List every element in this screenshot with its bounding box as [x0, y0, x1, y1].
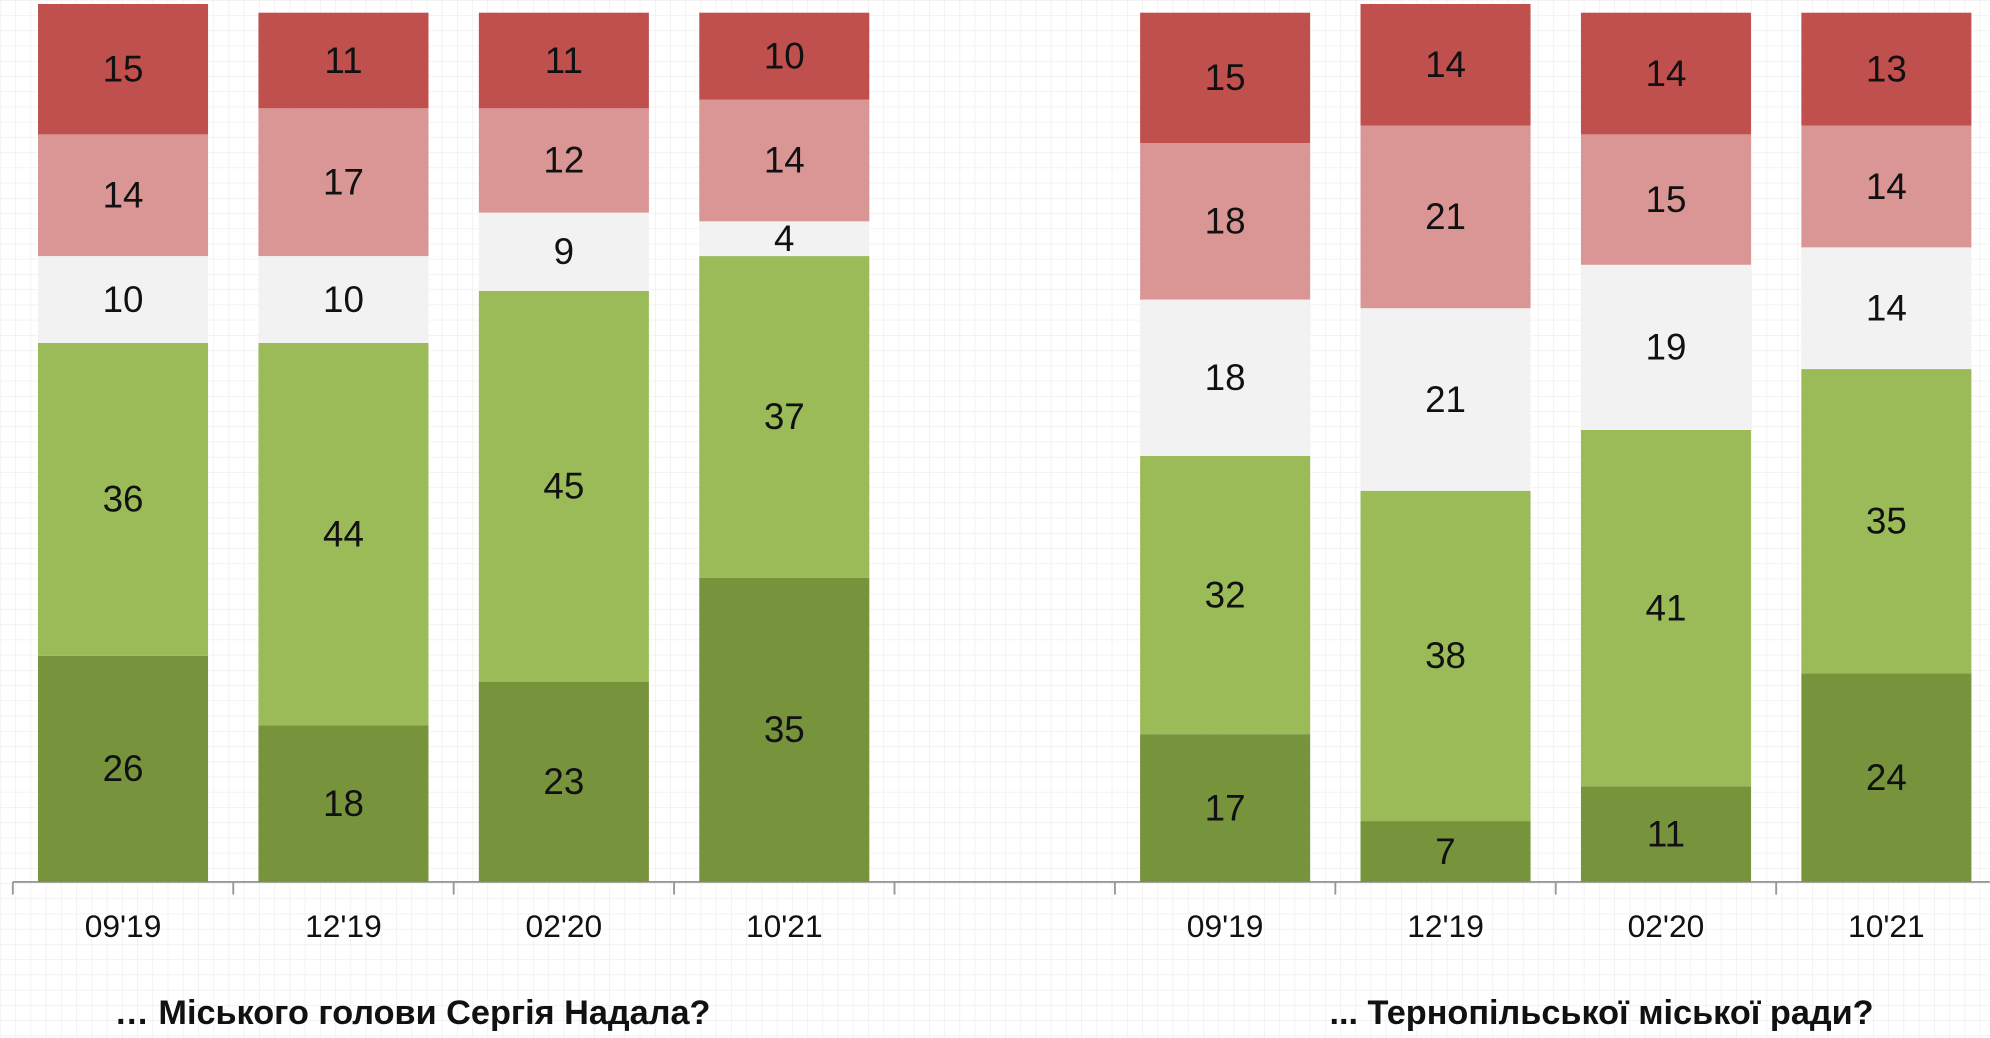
bar-segment: [1801, 673, 1972, 882]
bar-segment: [1801, 369, 1972, 674]
bar-segment: [1801, 125, 1972, 248]
data-label: 14: [1866, 287, 1907, 328]
data-label: 44: [323, 513, 364, 554]
data-label: 11: [324, 40, 362, 81]
bar-segment: [1360, 490, 1531, 822]
x-tick-label: 02'20: [526, 908, 603, 944]
data-label: 21: [1425, 379, 1466, 420]
data-label: 12: [543, 140, 584, 181]
data-label: 45: [543, 466, 584, 507]
data-label: 36: [103, 479, 144, 520]
bar-segment: [1580, 786, 1751, 882]
data-label: 18: [1205, 201, 1246, 242]
x-tick-label: 12'19: [1407, 908, 1484, 944]
bar-segment: [1140, 455, 1311, 735]
data-label: 14: [1645, 53, 1686, 94]
data-label: 17: [323, 161, 364, 202]
bar-segment: [1580, 429, 1751, 787]
data-label: 10: [323, 279, 364, 320]
data-label: 9: [554, 231, 574, 272]
bar-segment: [1801, 12, 1972, 126]
bar-segment: [699, 256, 870, 578]
bar-segment: [38, 342, 209, 656]
bar-segment: [699, 577, 870, 882]
group-label: … Міського голови Сергія Надала?: [115, 994, 711, 1032]
bar-segment: [1140, 734, 1311, 882]
x-tick-label: 12'19: [305, 908, 382, 944]
bar-segment: [478, 290, 649, 682]
bar-segment: [1580, 134, 1751, 265]
data-label: 13: [1866, 48, 1907, 89]
data-label: 14: [1425, 44, 1466, 85]
bar-segment: [478, 212, 649, 291]
x-tick-label: 09'19: [85, 908, 162, 944]
data-label: 11: [545, 40, 583, 81]
data-label: 14: [764, 140, 805, 181]
bar-segment: [258, 108, 429, 257]
bar-segment: [38, 3, 209, 135]
bar-segment: [699, 99, 870, 222]
data-label: 10: [103, 279, 144, 320]
x-tick-label: 09'19: [1187, 908, 1264, 944]
bar-segment: [1360, 308, 1531, 491]
bar-segment: [1580, 12, 1751, 135]
data-label: 23: [543, 761, 584, 802]
bar-segment: [478, 12, 649, 109]
bar-segment: [258, 342, 429, 726]
bar-segment: [258, 256, 429, 343]
bar-segment: [258, 12, 429, 109]
bar-segment: [699, 221, 870, 257]
bar-segment: [1140, 143, 1311, 300]
bar-segment: [1140, 299, 1311, 456]
data-label: 17: [1205, 787, 1246, 828]
data-label: 26: [103, 748, 144, 789]
x-tick-label: 10'21: [1848, 908, 1925, 944]
bar-segment: [38, 256, 209, 343]
data-label: 35: [1866, 500, 1907, 541]
data-label: 38: [1425, 635, 1466, 676]
bar-segment: [1140, 12, 1311, 144]
data-label: 18: [1205, 357, 1246, 398]
data-label: 35: [764, 709, 805, 750]
data-label: 10: [764, 35, 805, 76]
bar-segment: [38, 134, 209, 257]
data-label: 24: [1866, 757, 1907, 798]
x-tick-label: 02'20: [1628, 908, 1705, 944]
data-label: 15: [1205, 57, 1246, 98]
bar-segment: [1580, 264, 1751, 430]
data-label: 4: [774, 218, 794, 259]
data-label: 19: [1645, 327, 1686, 368]
bar-segment: [478, 108, 649, 213]
data-label: 14: [103, 174, 144, 215]
bar-segment: [478, 681, 649, 882]
data-label: 15: [103, 48, 144, 89]
bar-segment: [1360, 125, 1531, 309]
data-label: 7: [1435, 831, 1455, 872]
data-label: 18: [323, 783, 364, 824]
x-tick-label: 10'21: [746, 908, 823, 944]
bar-segment: [258, 725, 429, 882]
bar-segment: [38, 655, 209, 882]
bar-segment: [1801, 247, 1972, 370]
bar-segment: [1360, 821, 1531, 882]
data-label: 32: [1205, 574, 1246, 615]
data-label: 41: [1645, 587, 1686, 628]
data-label: 15: [1645, 179, 1686, 220]
data-label: 14: [1866, 166, 1907, 207]
data-label: 37: [764, 396, 805, 437]
bar-segment: [699, 12, 870, 100]
group-label: ... Тернопільської міської ради?: [1329, 994, 1873, 1032]
bar-segment: [1360, 3, 1531, 126]
data-label: 11: [1647, 813, 1685, 854]
data-label: 21: [1425, 196, 1466, 237]
